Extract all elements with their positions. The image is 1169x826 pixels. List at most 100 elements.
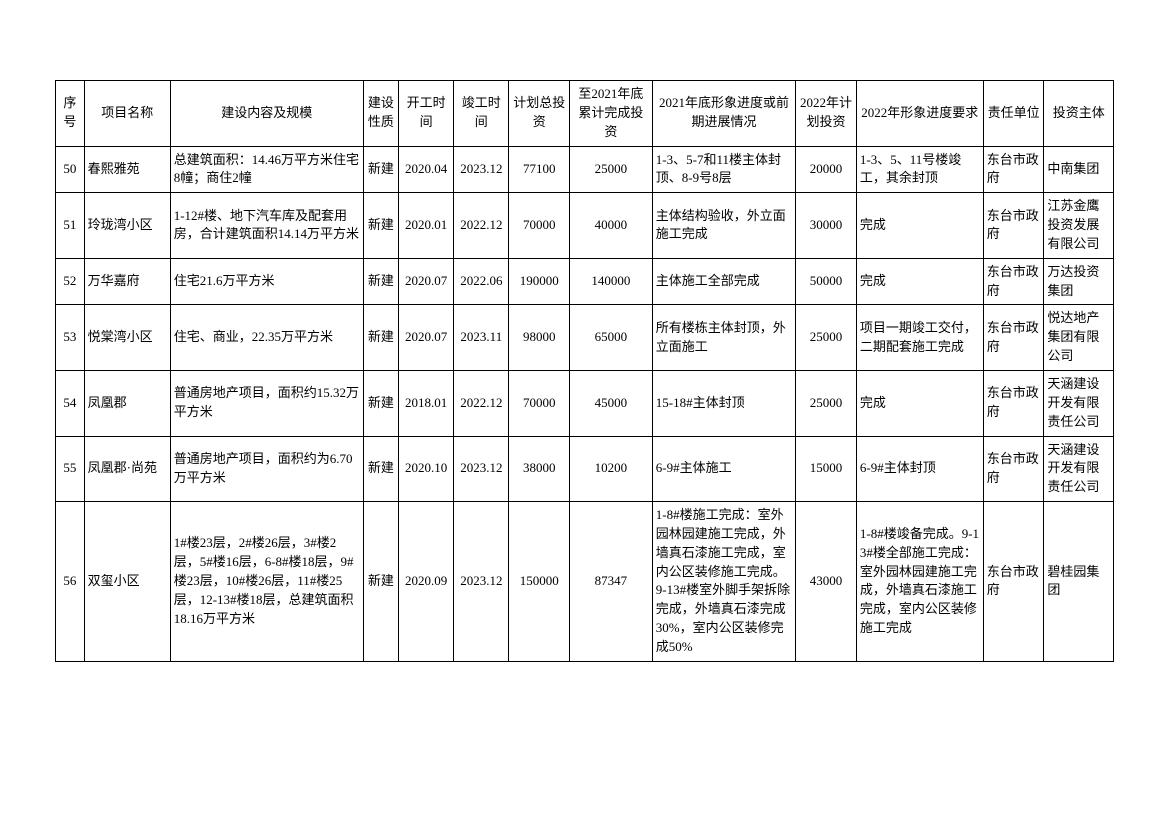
cell-req22: 项目一期竣工交付，二期配套施工完成 xyxy=(856,305,983,371)
cell-resp: 东台市政府 xyxy=(983,305,1044,371)
cell-seq: 50 xyxy=(56,146,85,193)
cell-name: 春熙雅苑 xyxy=(84,146,170,193)
cell-plan22: 25000 xyxy=(796,370,857,436)
table-row: 52万华嘉府住宅21.6万平方米新建2020.072022.0619000014… xyxy=(56,258,1114,305)
cell-content: 普通房地产项目，面积约15.32万平方米 xyxy=(170,370,363,436)
cell-plan22: 30000 xyxy=(796,193,857,259)
table-header-row: 序号项目名称建设内容及规模建设性质开工时间竣工时间计划总投资至2021年底累计完… xyxy=(56,81,1114,147)
cell-resp: 东台市政府 xyxy=(983,193,1044,259)
col-header-status: 2021年底形象进度或前期进展情况 xyxy=(652,81,795,147)
table-row: 56双玺小区1#楼23层，2#楼26层，3#楼2层，5#楼16层，6-8#楼18… xyxy=(56,502,1114,662)
cell-name: 玲珑湾小区 xyxy=(84,193,170,259)
cell-end: 2022.12 xyxy=(454,370,509,436)
cell-cum: 87347 xyxy=(570,502,653,662)
cell-plan: 70000 xyxy=(509,193,570,259)
cell-req22: 1-8#楼竣备完成。9-13#楼全部施工完成：室外园林园建施工完成，外墙真石漆施… xyxy=(856,502,983,662)
table-row: 51玲珑湾小区1-12#楼、地下汽车库及配套用房，合计建筑面积14.14万平方米… xyxy=(56,193,1114,259)
table-row: 53悦棠湾小区住宅、商业，22.35万平方米新建2020.072023.1198… xyxy=(56,305,1114,371)
cell-plan: 38000 xyxy=(509,436,570,502)
cell-end: 2023.12 xyxy=(454,146,509,193)
cell-content: 1-12#楼、地下汽车库及配套用房，合计建筑面积14.14万平方米 xyxy=(170,193,363,259)
cell-invest: 中南集团 xyxy=(1044,146,1114,193)
cell-status: 1-8#楼施工完成：室外园林园建施工完成，外墙真石漆施工完成，室内公区装修施工完… xyxy=(652,502,795,662)
cell-content: 住宅、商业，22.35万平方米 xyxy=(170,305,363,371)
cell-plan: 77100 xyxy=(509,146,570,193)
cell-invest: 碧桂园集团 xyxy=(1044,502,1114,662)
document-page: 序号项目名称建设内容及规模建设性质开工时间竣工时间计划总投资至2021年底累计完… xyxy=(0,0,1169,826)
table-body: 50春熙雅苑总建筑面积：14.46万平方米住宅8幢；商住2幢新建2020.042… xyxy=(56,146,1114,661)
cell-invest: 万达投资集团 xyxy=(1044,258,1114,305)
cell-nature: 新建 xyxy=(363,258,398,305)
cell-seq: 55 xyxy=(56,436,85,502)
cell-content: 住宅21.6万平方米 xyxy=(170,258,363,305)
cell-start: 2018.01 xyxy=(399,370,454,436)
cell-plan: 150000 xyxy=(509,502,570,662)
cell-status: 1-3、5-7和11楼主体封顶、8-9号8层 xyxy=(652,146,795,193)
cell-cum: 40000 xyxy=(570,193,653,259)
cell-end: 2023.12 xyxy=(454,502,509,662)
cell-name: 悦棠湾小区 xyxy=(84,305,170,371)
cell-seq: 53 xyxy=(56,305,85,371)
cell-req22: 完成 xyxy=(856,370,983,436)
cell-name: 万华嘉府 xyxy=(84,258,170,305)
cell-nature: 新建 xyxy=(363,305,398,371)
cell-end: 2023.12 xyxy=(454,436,509,502)
cell-req22: 完成 xyxy=(856,258,983,305)
col-header-plan: 计划总投资 xyxy=(509,81,570,147)
col-header-cum: 至2021年底累计完成投资 xyxy=(570,81,653,147)
col-header-name: 项目名称 xyxy=(84,81,170,147)
cell-status: 主体结构验收，外立面施工完成 xyxy=(652,193,795,259)
cell-plan22: 25000 xyxy=(796,305,857,371)
cell-plan: 190000 xyxy=(509,258,570,305)
cell-content: 1#楼23层，2#楼26层，3#楼2层，5#楼16层，6-8#楼18层，9#楼2… xyxy=(170,502,363,662)
cell-content: 普通房地产项目，面积约为6.70万平方米 xyxy=(170,436,363,502)
cell-invest: 天涵建设开发有限责任公司 xyxy=(1044,370,1114,436)
cell-resp: 东台市政府 xyxy=(983,258,1044,305)
cell-resp: 东台市政府 xyxy=(983,146,1044,193)
cell-plan: 70000 xyxy=(509,370,570,436)
cell-req22: 完成 xyxy=(856,193,983,259)
cell-name: 凤凰郡·尚苑 xyxy=(84,436,170,502)
cell-start: 2020.01 xyxy=(399,193,454,259)
col-header-resp: 责任单位 xyxy=(983,81,1044,147)
cell-invest: 江苏金鹰投资发展有限公司 xyxy=(1044,193,1114,259)
cell-seq: 54 xyxy=(56,370,85,436)
cell-nature: 新建 xyxy=(363,370,398,436)
cell-resp: 东台市政府 xyxy=(983,436,1044,502)
cell-status: 15-18#主体封顶 xyxy=(652,370,795,436)
cell-req22: 1-3、5、11号楼竣工，其余封顶 xyxy=(856,146,983,193)
cell-plan22: 43000 xyxy=(796,502,857,662)
cell-invest: 悦达地产集团有限公司 xyxy=(1044,305,1114,371)
cell-resp: 东台市政府 xyxy=(983,370,1044,436)
cell-resp: 东台市政府 xyxy=(983,502,1044,662)
cell-nature: 新建 xyxy=(363,436,398,502)
cell-cum: 10200 xyxy=(570,436,653,502)
cell-name: 双玺小区 xyxy=(84,502,170,662)
cell-plan22: 20000 xyxy=(796,146,857,193)
cell-start: 2020.09 xyxy=(399,502,454,662)
cell-nature: 新建 xyxy=(363,146,398,193)
cell-status: 所有楼栋主体封顶，外立面施工 xyxy=(652,305,795,371)
cell-content: 总建筑面积：14.46万平方米住宅8幢；商住2幢 xyxy=(170,146,363,193)
cell-cum: 65000 xyxy=(570,305,653,371)
cell-cum: 140000 xyxy=(570,258,653,305)
cell-seq: 52 xyxy=(56,258,85,305)
col-header-nature: 建设性质 xyxy=(363,81,398,147)
cell-name: 凤凰郡 xyxy=(84,370,170,436)
cell-seq: 56 xyxy=(56,502,85,662)
cell-plan22: 50000 xyxy=(796,258,857,305)
cell-req22: 6-9#主体封顶 xyxy=(856,436,983,502)
cell-start: 2020.07 xyxy=(399,305,454,371)
cell-invest: 天涵建设开发有限责任公司 xyxy=(1044,436,1114,502)
cell-cum: 25000 xyxy=(570,146,653,193)
col-header-end: 竣工时间 xyxy=(454,81,509,147)
col-header-invest: 投资主体 xyxy=(1044,81,1114,147)
col-header-content: 建设内容及规模 xyxy=(170,81,363,147)
cell-cum: 45000 xyxy=(570,370,653,436)
cell-end: 2022.12 xyxy=(454,193,509,259)
cell-start: 2020.04 xyxy=(399,146,454,193)
cell-nature: 新建 xyxy=(363,193,398,259)
cell-start: 2020.07 xyxy=(399,258,454,305)
table-row: 55凤凰郡·尚苑普通房地产项目，面积约为6.70万平方米新建2020.10202… xyxy=(56,436,1114,502)
table-row: 50春熙雅苑总建筑面积：14.46万平方米住宅8幢；商住2幢新建2020.042… xyxy=(56,146,1114,193)
